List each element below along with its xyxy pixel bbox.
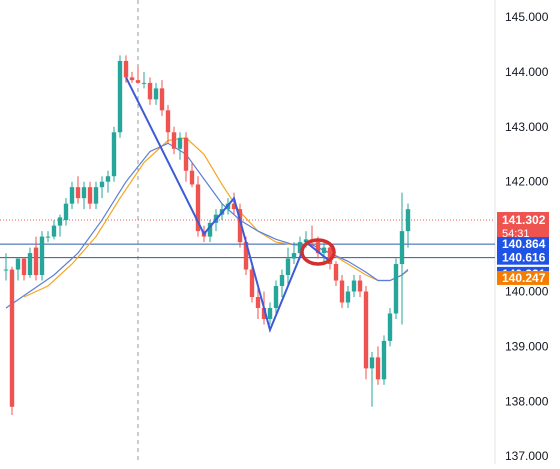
- candle-body-18: [111, 132, 117, 177]
- candle-body-10: [63, 203, 69, 221]
- candle-body-16: [99, 181, 105, 188]
- candle-body-45: [273, 286, 279, 308]
- candle-body-56: [339, 280, 345, 303]
- candle-body-6: [39, 236, 45, 276]
- y-tick-label-3: 142.000: [505, 175, 549, 189]
- candle-body-48: [291, 253, 297, 259]
- candle-body-40: [243, 242, 249, 270]
- candle-body-20: [123, 60, 129, 78]
- candle-body-23: [141, 82, 147, 84]
- candle-body-27: [165, 110, 171, 133]
- candle-body-60: [363, 291, 369, 369]
- candle-body-63: [381, 340, 387, 380]
- y-tick-label-5: 140.000: [505, 285, 549, 299]
- candle-body-3: [21, 258, 27, 276]
- candle-body-14: [87, 187, 93, 204]
- candle-body-49: [297, 242, 303, 254]
- highlight-circle-marker: [300, 238, 336, 266]
- candle-body-19: [117, 60, 123, 133]
- candle-body-4: [27, 253, 33, 276]
- ma-blue-line: [5, 142, 409, 309]
- current-price-label: 141.302: [502, 213, 546, 227]
- candle-body-59: [357, 280, 363, 292]
- ma-orange-line: [23, 137, 409, 298]
- candle-body-64: [387, 313, 393, 341]
- price-label-1: 140.616: [502, 251, 546, 265]
- candle-body-52: [315, 242, 321, 254]
- candle-body-62: [375, 357, 381, 380]
- candle-body-41: [249, 269, 255, 297]
- price-label-3: 140.247: [502, 271, 546, 285]
- candle-body-22: [135, 80, 141, 83]
- countdown-label: 54:31: [502, 228, 530, 240]
- candle-body-17: [105, 176, 111, 182]
- candle-body-54: [327, 247, 333, 265]
- candle-body-31: [189, 170, 195, 185]
- candle-body-47: [285, 258, 291, 276]
- candle-body-53: [321, 247, 327, 254]
- candle-body-0: [3, 269, 9, 271]
- y-tick-label-2: 143.000: [505, 120, 549, 134]
- y-tick-label-7: 138.000: [505, 394, 549, 408]
- candle-body-32: [195, 184, 201, 232]
- price-label-0: 140.864: [502, 237, 546, 251]
- candle-body-65: [393, 264, 399, 314]
- candle-body-2: [15, 258, 21, 270]
- candle-body-66: [399, 231, 405, 265]
- candle-body-8: [51, 225, 57, 237]
- candle-body-29: [177, 137, 183, 149]
- zigzag-pattern-line: [125, 76, 331, 333]
- candle-body-46: [279, 275, 285, 287]
- candle-body-39: [237, 209, 243, 243]
- candle-body-26: [159, 88, 165, 111]
- candle-body-42: [255, 296, 261, 308]
- candle-body-43: [261, 307, 267, 319]
- candle-body-38: [231, 203, 237, 210]
- y-tick-label-8: 137.000: [505, 449, 549, 463]
- candle-body-57: [345, 291, 351, 303]
- price-label-badge-3: [497, 270, 549, 285]
- candle-body-28: [171, 132, 177, 149]
- candle-body-67: [405, 209, 411, 232]
- candle-body-44: [267, 307, 273, 319]
- candle-body-7: [45, 236, 51, 238]
- candle-body-55: [333, 264, 339, 281]
- candle-body-12: [75, 187, 81, 199]
- candle-body-25: [153, 88, 159, 100]
- y-tick-label-0: 145.000: [505, 10, 549, 24]
- price-label-badge-0: [497, 237, 549, 252]
- candle-body-1: [9, 269, 15, 407]
- candle-body-34: [207, 222, 213, 237]
- candle-body-5: [33, 247, 39, 276]
- candle-body-61: [369, 357, 375, 369]
- y-tick-label-1: 144.000: [505, 65, 549, 79]
- candle-body-24: [147, 82, 153, 100]
- candle-body-21: [129, 77, 135, 81]
- candle-body-11: [69, 187, 75, 204]
- y-tick-label-6: 139.000: [505, 339, 549, 353]
- price-label-badge-1: [497, 250, 549, 265]
- candle-body-9: [57, 217, 63, 226]
- candle-body-15: [93, 187, 99, 204]
- candle-body-58: [351, 280, 357, 292]
- candle-body-30: [183, 137, 189, 171]
- candle-body-50: [303, 239, 309, 243]
- candle-body-13: [81, 187, 87, 199]
- current-price-badge: [497, 212, 549, 243]
